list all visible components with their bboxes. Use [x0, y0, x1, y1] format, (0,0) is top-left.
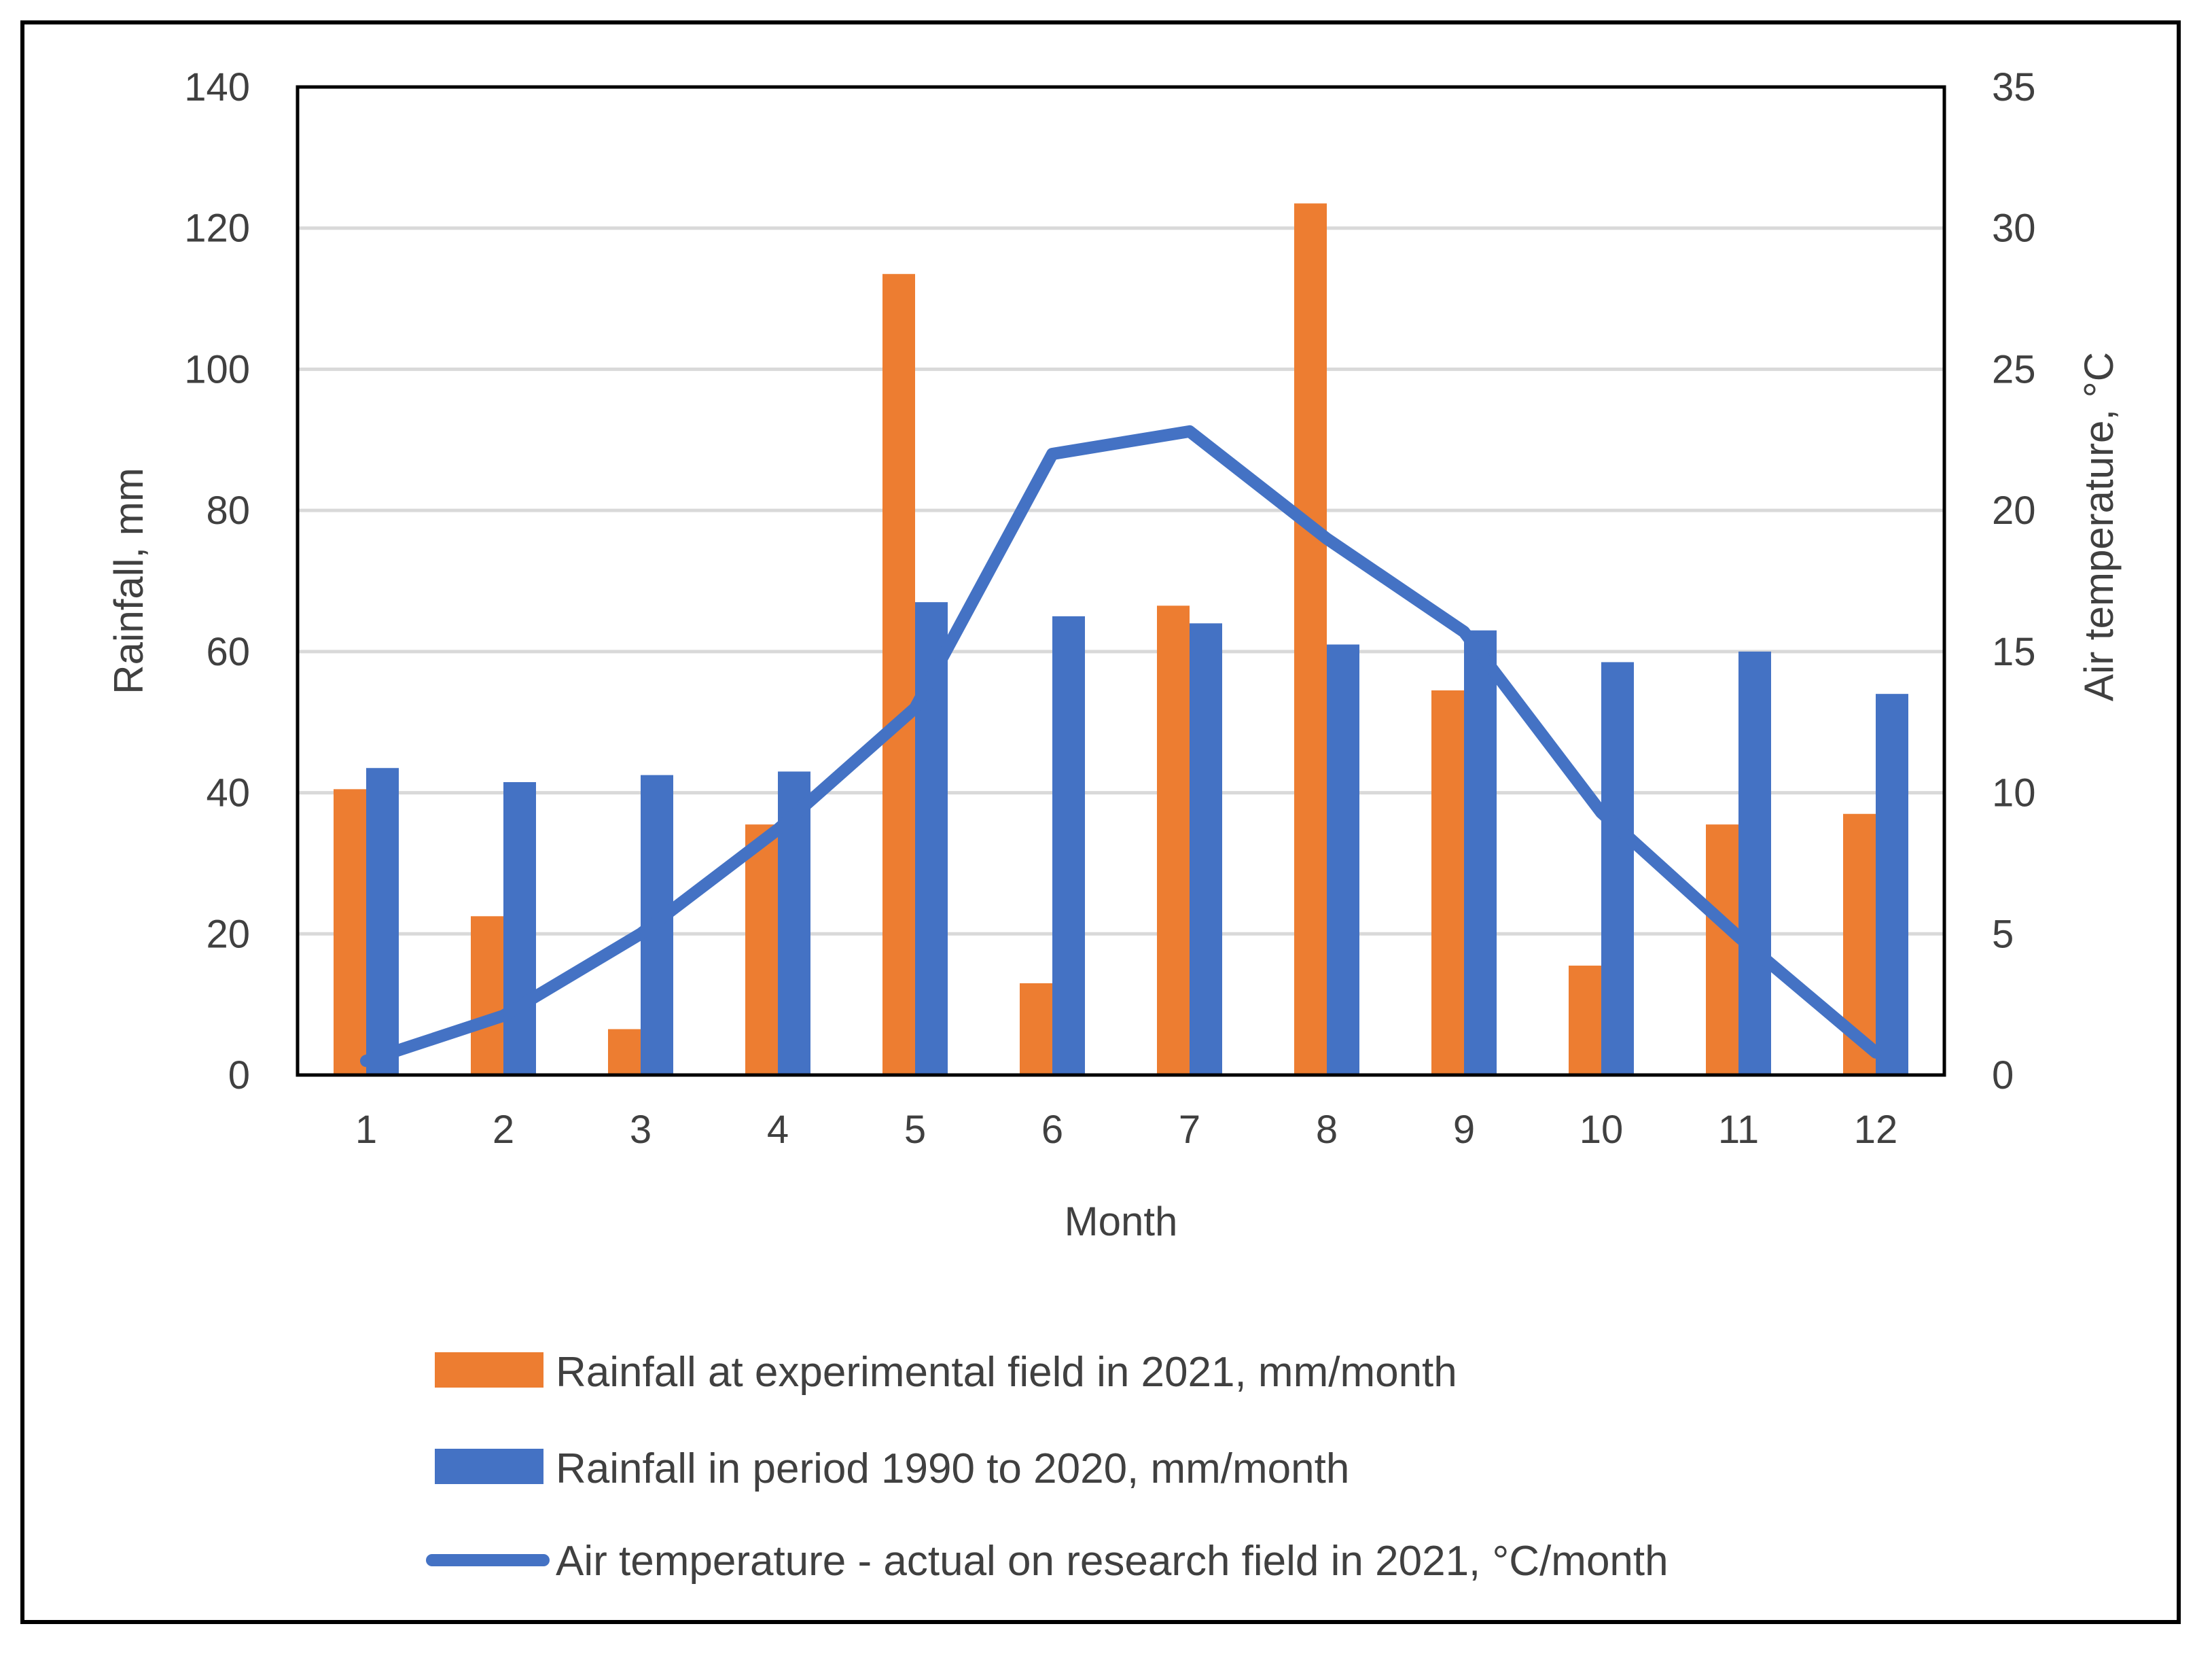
bar-rainfall-2021-month-1 — [334, 789, 366, 1075]
bar-rainfall-1990-2020-month-8 — [1327, 644, 1359, 1075]
temperature-point-month-5 — [914, 707, 916, 709]
bar-rainfall-2021-month-5 — [882, 274, 915, 1075]
y2-tick-label: 0 — [1992, 1053, 2014, 1097]
x-tick-label: 12 — [1854, 1108, 1898, 1152]
bar-rainfall-1990-2020-month-7 — [1190, 623, 1222, 1075]
x-tick-label: 1 — [355, 1108, 377, 1152]
y-tick-label: 0 — [228, 1053, 250, 1097]
legend-label-rainfall-2021: Rainfall at experimental field in 2021, … — [556, 1349, 1457, 1396]
temperature-line-layer — [360, 425, 1882, 1068]
legend: Rainfall at experimental field in 2021, … — [426, 1349, 1669, 1585]
bar-rainfall-1990-2020-month-10 — [1601, 662, 1634, 1075]
y-tick-label: 140 — [184, 65, 250, 109]
bar-rainfall-2021-month-2 — [471, 916, 503, 1075]
bar-rainfall-2021-month-3 — [608, 1029, 641, 1075]
gridlines — [298, 226, 1944, 1077]
bar-rainfall-2021-month-11 — [1706, 824, 1738, 1075]
temperature-point-month-8 — [1326, 538, 1327, 540]
y2-tick-label: 15 — [1992, 630, 2036, 674]
bar-rainfall-2021-month-6 — [1020, 983, 1052, 1075]
y2-tick-label: 30 — [1992, 207, 2036, 251]
legend-label-air-temperature: Air temperature - actual on research fie… — [556, 1538, 1669, 1585]
temperature-line — [360, 425, 1882, 1068]
x-tick-label: 5 — [904, 1108, 926, 1152]
bar-rainfall-1990-2020-month-1 — [366, 768, 399, 1075]
y-tick-label: 80 — [206, 489, 250, 533]
bar-rainfall-1990-2020-month-9 — [1464, 630, 1497, 1075]
temperature-point-month-6 — [1052, 453, 1053, 455]
legend-swatch-rainfall-1990-2020 — [435, 1449, 543, 1484]
temperature-point-month-10 — [1601, 811, 1602, 813]
y2-tick-label: 10 — [1992, 771, 2036, 815]
y-tick-label: 100 — [184, 347, 250, 391]
bar-rainfall-2021-month-9 — [1431, 690, 1464, 1075]
x-axis-ticks: 1 2 3 4 5 6 7 8 9 10 11 12 — [355, 1108, 1897, 1152]
x-tick-label: 6 — [1041, 1108, 1063, 1152]
temperature-point-month-3 — [640, 933, 641, 935]
x-tick-label: 8 — [1316, 1108, 1338, 1152]
temperature-point-month-2 — [503, 1015, 504, 1017]
bar-rainfall-1990-2020-month-12 — [1876, 694, 1908, 1075]
plot-area-border — [296, 85, 1946, 1077]
left-axis-ticks: 0 20 40 60 80 100 120 140 — [184, 65, 250, 1097]
x-tick-label: 3 — [630, 1108, 652, 1152]
x-tick-label: 10 — [1580, 1108, 1624, 1152]
y2-tick-label: 20 — [1992, 489, 2036, 533]
bar-rainfall-2021-month-10 — [1569, 966, 1601, 1075]
y2-tick-label: 5 — [1992, 912, 2014, 956]
y2-tick-label: 25 — [1992, 347, 2036, 391]
temperature-point-month-1 — [365, 1060, 367, 1062]
x-tick-label: 11 — [1718, 1108, 1759, 1152]
y2-axis-title: Air temperature, °C — [2076, 352, 2122, 701]
temperature-point-month-12 — [1875, 1051, 1876, 1053]
legend-swatch-rainfall-2021 — [435, 1352, 543, 1388]
x-tick-label: 4 — [767, 1108, 789, 1152]
temperature-point-month-4 — [777, 828, 779, 830]
y-axis-title: Rainfall, mm — [106, 468, 151, 694]
bar-rainfall-2021-month-4 — [745, 824, 778, 1075]
y2-tick-label: 35 — [1992, 65, 2036, 109]
x-axis-title: Month — [1065, 1199, 1178, 1244]
y-tick-label: 60 — [206, 630, 250, 674]
temperature-point-month-11 — [1738, 936, 1739, 938]
y-tick-label: 40 — [206, 771, 250, 815]
bars — [334, 203, 1908, 1076]
legend-label-rainfall-1990-2020: Rainfall in period 1990 to 2020, mm/mont… — [556, 1445, 1349, 1492]
right-axis-ticks: 0 5 10 15 20 25 30 35 — [1992, 65, 2036, 1097]
y-tick-label: 120 — [184, 207, 250, 251]
bar-rainfall-2021-month-8 — [1294, 203, 1327, 1076]
x-tick-label: 9 — [1453, 1108, 1475, 1152]
x-tick-label: 2 — [493, 1108, 514, 1152]
y-tick-label: 20 — [206, 912, 250, 956]
x-tick-label: 7 — [1179, 1108, 1200, 1152]
bar-rainfall-1990-2020-month-2 — [503, 781, 536, 1075]
bar-rainfall-1990-2020-month-6 — [1052, 616, 1085, 1075]
temperature-point-month-7 — [1189, 430, 1190, 432]
bar-rainfall-2021-month-7 — [1157, 605, 1190, 1075]
temperature-point-month-9 — [1463, 631, 1465, 633]
bar-rainfall-1990-2020-month-11 — [1738, 651, 1771, 1075]
